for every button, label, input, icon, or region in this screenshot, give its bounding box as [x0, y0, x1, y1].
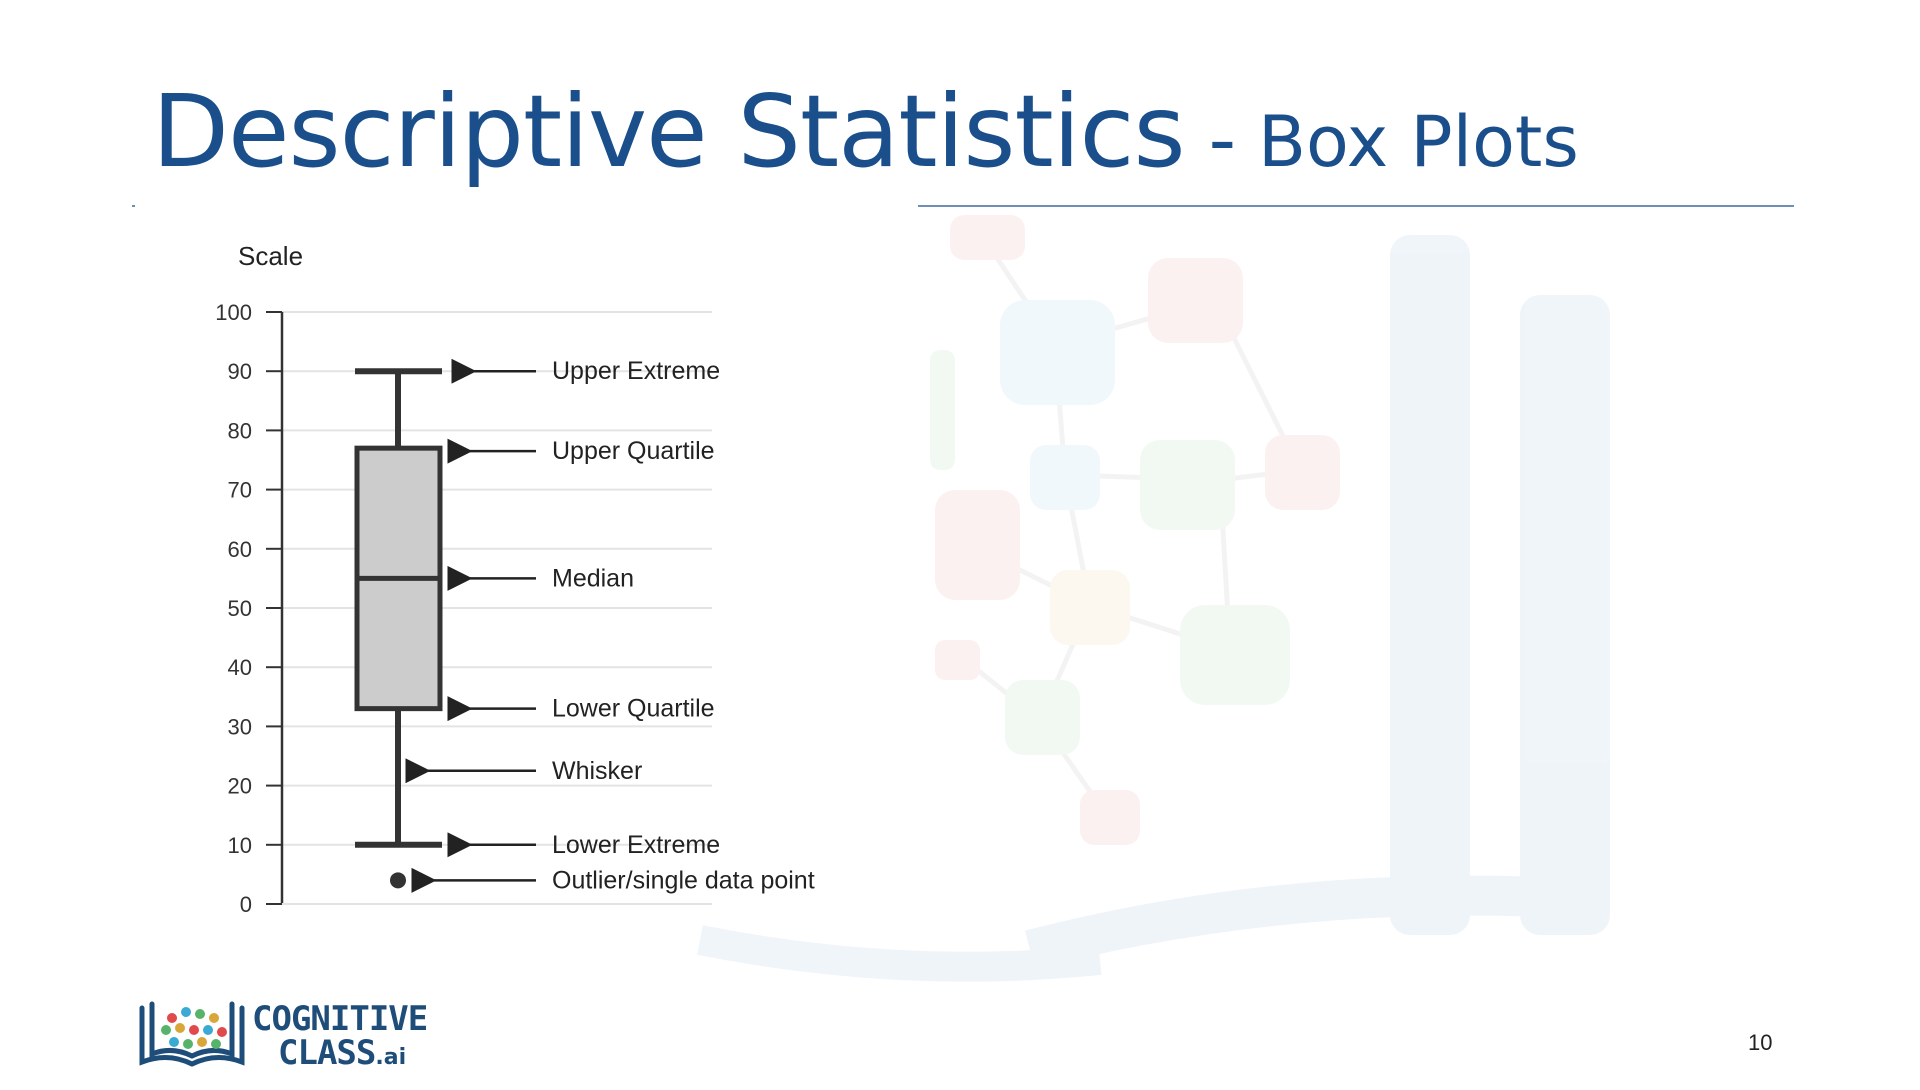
- y-tick-label: 0: [240, 892, 252, 917]
- annotation-label: Lower Quartile: [552, 695, 715, 723]
- annotation-label: Median: [552, 564, 634, 592]
- y-tick-label: 90: [228, 359, 252, 384]
- annotation-label: Whisker: [552, 757, 642, 785]
- title-sub: Box Plots: [1258, 101, 1579, 183]
- brand-suffix: .ai: [375, 1045, 407, 1070]
- y-axis-label: Scale: [238, 241, 303, 271]
- y-tick-label: 20: [228, 774, 252, 799]
- outlier-point: [390, 872, 406, 889]
- title-underline-mark: [132, 205, 135, 207]
- y-tick-label: 100: [215, 300, 252, 325]
- title-underline: [918, 205, 1794, 207]
- y-tick-label: 80: [228, 418, 252, 443]
- y-tick-label: 40: [228, 655, 252, 680]
- y-tick-label: 60: [228, 537, 252, 562]
- page-number: 10: [1748, 1030, 1773, 1055]
- annotation-label: Upper Quartile: [552, 437, 715, 465]
- y-tick-label: 70: [228, 478, 252, 503]
- annotation-label: Upper Extreme: [552, 357, 720, 385]
- annotation-label: Lower Extreme: [552, 831, 720, 859]
- page-title: Descriptive Statistics - Box Plots: [152, 82, 1579, 182]
- brand-wordmark: COGNITIVE CLASS.ai: [252, 999, 428, 1075]
- y-tick-label: 50: [228, 596, 252, 621]
- brand-line-2-wrapper: CLASS.ai: [252, 1036, 427, 1075]
- brand-line-1: COGNITIVE: [252, 999, 428, 1039]
- brand-line-2: CLASS: [278, 1033, 376, 1073]
- cognitive-class-logo-icon: [139, 1001, 245, 1067]
- y-tick-label: 10: [228, 833, 252, 858]
- title-main: Descriptive Statistics: [152, 73, 1186, 190]
- y-tick-label: 30: [228, 714, 252, 739]
- annotation-label: Outlier/single data point: [552, 866, 815, 894]
- title-separator: -: [1208, 95, 1237, 184]
